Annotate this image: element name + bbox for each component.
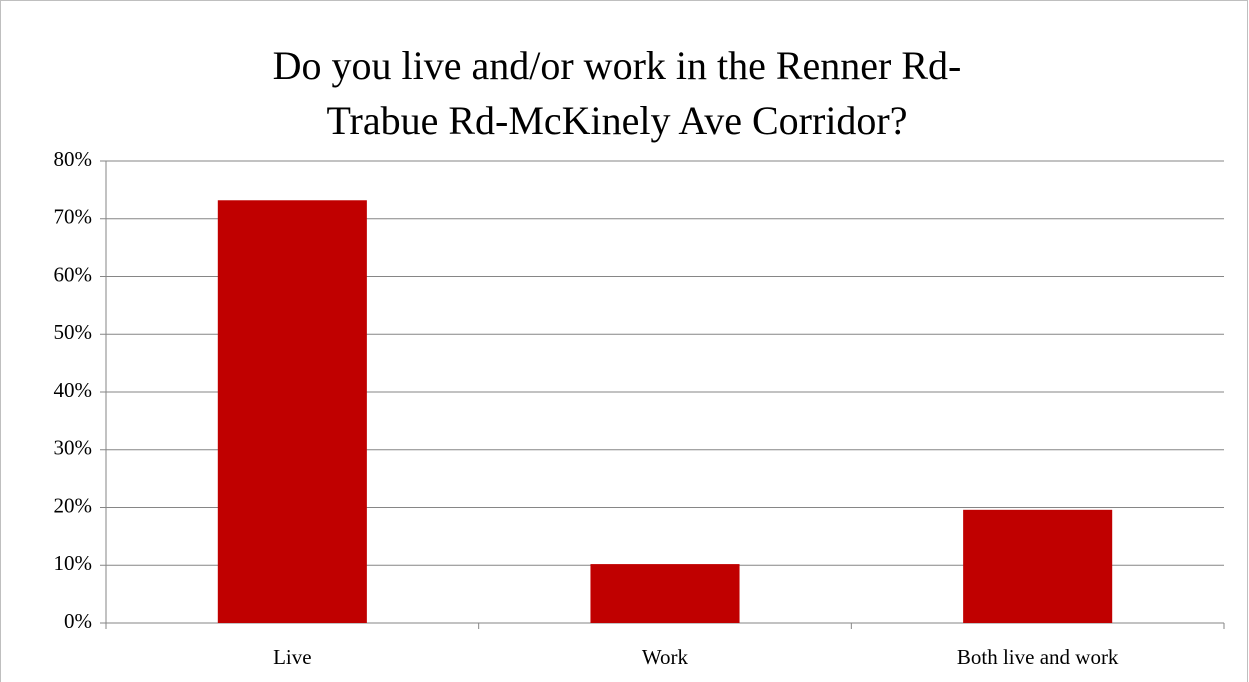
bar [963,509,1113,623]
y-tick-label: 30% [54,436,93,460]
chart-title: Do you live and/or work in the Renner Rd… [272,43,962,143]
bar [590,564,740,623]
y-tick-label: 0% [64,609,92,633]
y-tick-label: 20% [54,493,93,517]
y-tick-label: 50% [54,320,93,344]
y-tick-label: 40% [54,378,93,402]
x-tick-label: Both live and work [957,645,1119,669]
y-tick-label: 70% [54,205,93,229]
y-tick-label: 10% [54,551,93,575]
y-tick-label: 60% [54,262,93,286]
x-tick-label: Live [273,645,311,669]
y-tick-label: 80% [54,147,93,171]
x-tick-label: Work [642,645,689,669]
bar [217,200,367,623]
